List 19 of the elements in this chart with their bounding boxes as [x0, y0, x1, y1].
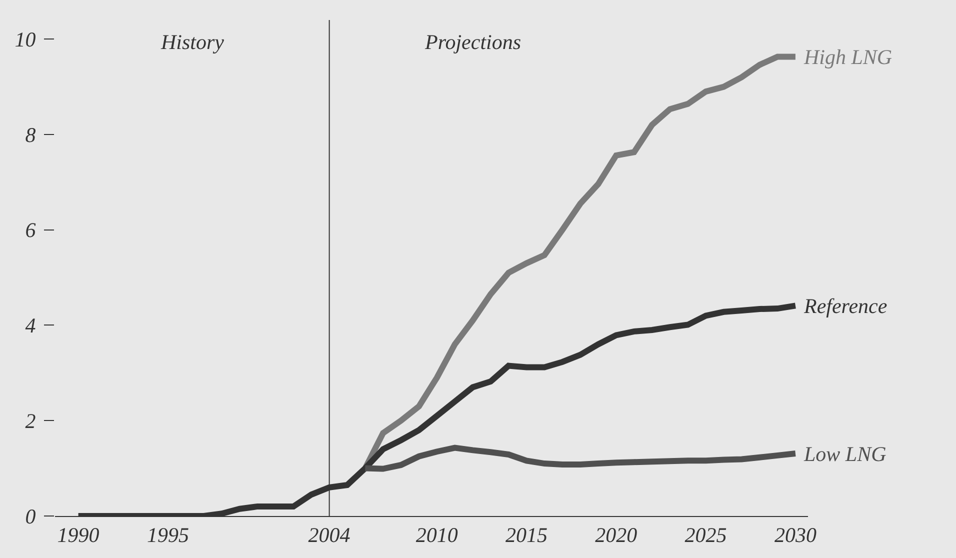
x-tick-label: 2030 — [774, 523, 817, 548]
x-tick-label: 2025 — [684, 523, 727, 548]
annotation: Projections — [424, 30, 522, 54]
x-tick-label: 2020 — [595, 523, 638, 548]
series-label: Low LNG — [803, 442, 886, 466]
x-tick-label: 2010 — [416, 523, 458, 548]
y-tick-label: 6 — [25, 218, 36, 242]
x-tick-label: 2004 — [308, 523, 351, 548]
y-tick-label: 10 — [14, 27, 36, 52]
y-tick-label: 4 — [25, 314, 36, 338]
y-tick-label: 2 — [25, 408, 36, 433]
series-label: Reference — [803, 294, 888, 318]
x-tick-label: 1990 — [57, 523, 100, 548]
y-tick-label: 8 — [25, 122, 36, 147]
annotation: History — [160, 30, 225, 54]
series-label: High LNG — [803, 45, 892, 69]
x-tick-label: 2015 — [506, 523, 548, 548]
x-tick-label: 1995 — [146, 523, 189, 548]
y-tick-label: 0 — [25, 504, 36, 528]
